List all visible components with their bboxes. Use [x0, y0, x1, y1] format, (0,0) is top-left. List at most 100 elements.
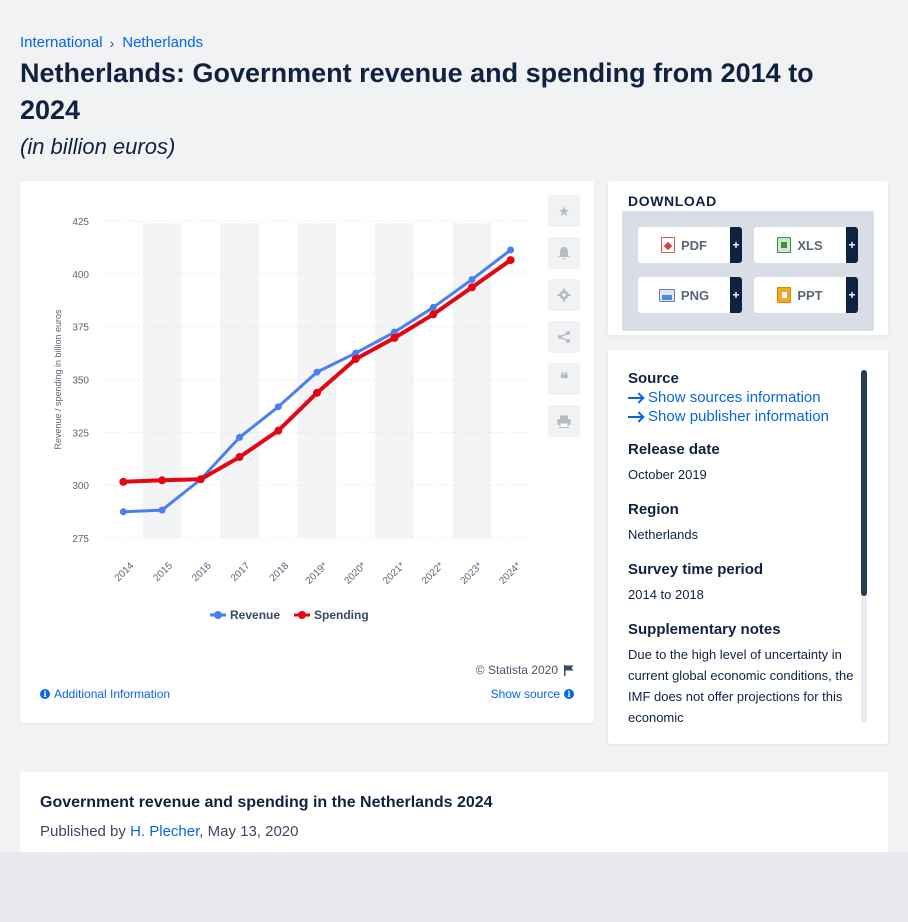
survey-period-value: 2014 to 2018: [628, 587, 704, 602]
show-publisher-label: Show publisher information: [648, 408, 829, 425]
data-point-revenue: [158, 506, 166, 514]
x-tick-label: 2024*: [497, 560, 523, 586]
y-tick-label: 400: [72, 270, 89, 281]
additional-information-link[interactable]: i Additional Information: [40, 687, 170, 701]
x-tick-label: 2018: [268, 560, 292, 584]
bell-icon[interactable]: [548, 237, 580, 269]
print-icon[interactable]: [548, 405, 580, 437]
data-point-spending: [313, 388, 321, 397]
region-value: Netherlands: [628, 527, 699, 542]
x-tick-label: 2020*: [342, 560, 368, 586]
show-sources-label: Show sources information: [648, 389, 821, 406]
download-card: DOWNLOAD PDF + XLS + PNG + PPT +: [608, 181, 888, 335]
published-prefix: Published by: [40, 823, 131, 840]
pdf-icon: [661, 237, 675, 253]
release-date-label: Release date: [628, 441, 720, 458]
quote-icon[interactable]: ❝: [548, 363, 580, 395]
show-source-label: Show source: [490, 687, 560, 701]
data-point-spending: [158, 476, 167, 485]
page-title: Netherlands: Government revenue and spen…: [20, 58, 814, 125]
star-icon[interactable]: ★: [548, 195, 580, 227]
show-publisher-link[interactable]: Show publisher information: [628, 408, 856, 425]
plus-icon: +: [846, 227, 858, 263]
chart-band: [220, 223, 259, 538]
x-tick-label: 2015: [152, 560, 176, 584]
additional-information-label: Additional Information: [54, 687, 171, 701]
data-point-spending: [506, 256, 515, 265]
y-axis-label: Revenue / spending in billion euros: [53, 309, 63, 450]
data-point-spending: [235, 453, 244, 462]
data-point-spending: [196, 475, 205, 484]
bottom-bar: [0, 852, 908, 922]
x-tick-label: 2017: [229, 560, 253, 584]
source-info-card: Source Show sources information Show pub…: [608, 350, 888, 744]
data-point-revenue: [274, 403, 282, 411]
x-tick-label: 2022*: [420, 560, 446, 586]
x-tick-label: 2023*: [459, 560, 485, 586]
ppt-icon: [777, 287, 792, 303]
plus-icon: +: [846, 277, 858, 313]
x-tick-label: 2014: [113, 560, 137, 584]
gear-icon[interactable]: [548, 279, 580, 311]
scrollbar[interactable]: [861, 370, 867, 722]
download-heading: DOWNLOAD: [628, 193, 717, 209]
y-tick-label: 350: [72, 376, 89, 387]
y-tick-label: 425: [72, 217, 89, 228]
download-ppt-button[interactable]: PPT +: [754, 277, 858, 313]
arrow-right-icon: [628, 396, 642, 399]
download-xls-button[interactable]: XLS +: [754, 227, 858, 263]
data-point-revenue: [507, 246, 515, 254]
credit-text: © Statista 2020: [475, 663, 558, 677]
png-icon: [658, 288, 675, 302]
pdf-label: PDF: [681, 237, 707, 253]
data-point-revenue: [119, 508, 127, 516]
supplementary-notes-label: Supplementary notes: [628, 621, 781, 638]
download-pdf-button[interactable]: PDF +: [638, 227, 742, 263]
download-png-button[interactable]: PNG +: [638, 277, 742, 313]
data-point-revenue: [313, 368, 321, 376]
plus-icon: +: [730, 277, 742, 313]
release-date-value: October 2019: [628, 467, 707, 482]
published-date: , May 13, 2020: [199, 823, 299, 840]
region-label: Region: [628, 501, 679, 518]
chart-band: [142, 223, 182, 538]
survey-period-label: Survey time period: [628, 561, 764, 578]
png-label: PNG: [680, 287, 710, 303]
scrollbar-thumb[interactable]: [861, 370, 867, 596]
statista-credit[interactable]: © Statista 2020: [476, 663, 574, 677]
article-title: Government revenue and spending in the N…: [40, 794, 493, 811]
download-panel: PDF + XLS + PNG + PPT +: [622, 211, 874, 331]
data-point-revenue: [468, 276, 476, 284]
y-tick-label: 375: [72, 323, 89, 334]
breadcrumb-netherlands[interactable]: Netherlands: [122, 34, 204, 51]
show-source-link[interactable]: Show source i: [491, 687, 574, 701]
chart-band: [375, 223, 414, 538]
info-icon: i: [40, 689, 50, 699]
author-link[interactable]: H. Plecher: [130, 823, 200, 840]
chart-card: 275 300 325 350 375 400 425 Revenue / spending …: [20, 181, 594, 723]
page-subtitle: (in billion euros): [20, 134, 176, 159]
source-info-scroll[interactable]: Source Show sources information Show pub…: [628, 370, 856, 722]
chart-toolbar: ★ ❝: [548, 195, 580, 447]
legend-marker: [214, 611, 222, 619]
legend-label: Spending: [314, 608, 369, 622]
line-chart: 275 300 325 350 375 400 425 Revenue / spending …: [53, 217, 530, 622]
data-point-revenue: [352, 349, 360, 357]
y-tick-label: 325: [72, 428, 89, 439]
data-point-revenue: [429, 303, 437, 311]
legend-marker: [298, 611, 306, 619]
data-point-spending: [390, 333, 399, 342]
share-icon[interactable]: [548, 321, 580, 353]
y-tick-label: 275: [72, 534, 89, 545]
breadcrumb-international[interactable]: International: [20, 34, 103, 51]
data-point-revenue: [236, 433, 244, 441]
breadcrumb-separator: ›: [109, 34, 115, 51]
show-sources-link[interactable]: Show sources information: [628, 389, 856, 406]
xls-icon: [777, 237, 792, 253]
data-point-spending: [274, 426, 283, 435]
plus-icon: +: [730, 227, 742, 263]
data-point-spending: [119, 477, 128, 486]
data-point-spending: [351, 355, 360, 364]
data-point-revenue: [390, 328, 398, 336]
source-label: Source: [628, 370, 679, 387]
